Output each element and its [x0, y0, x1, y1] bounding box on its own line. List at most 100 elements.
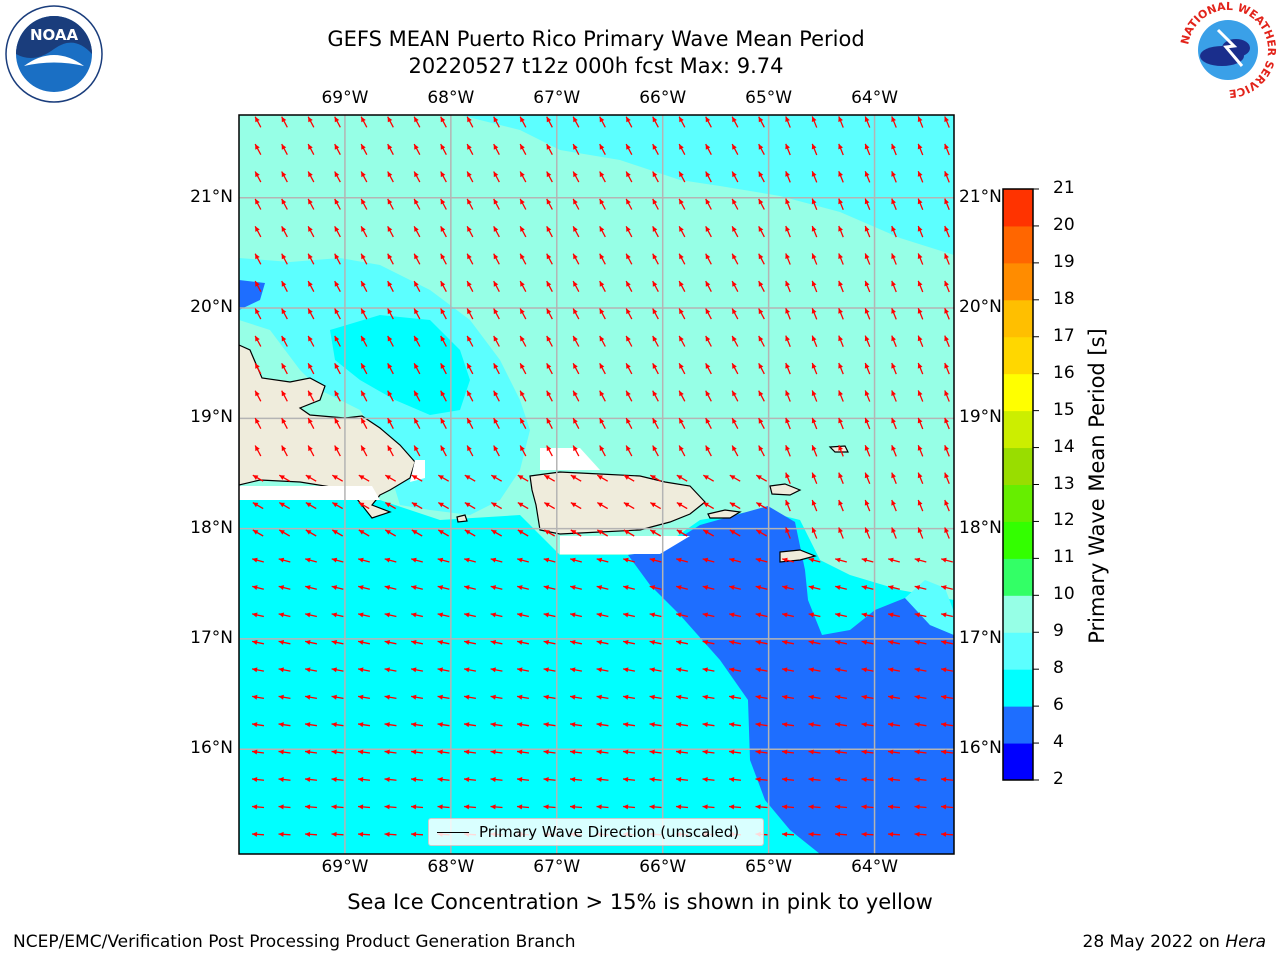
wave-arrow [678, 116, 686, 128]
wave-arrow [623, 474, 635, 482]
wave-arrow [466, 253, 474, 265]
wave-arrow [755, 612, 768, 618]
wave-arrow [387, 198, 394, 210]
wave-arrow [387, 253, 394, 265]
wave-arrow [864, 472, 871, 485]
wave-arrow [676, 502, 688, 510]
wave-arrow [811, 444, 818, 457]
wave-arrow [252, 474, 264, 482]
wave-arrow [944, 390, 950, 402]
wave-arrow [887, 749, 901, 755]
wave-arrow [572, 308, 580, 320]
colorbar-tick-label: 14 [1053, 436, 1075, 457]
wave-arrow [625, 225, 633, 238]
wave-arrow [758, 362, 765, 375]
wave-arrow [625, 253, 633, 265]
wave-arrow [891, 417, 897, 430]
wave-arrow [758, 198, 765, 210]
wave-arrow [278, 502, 291, 510]
wave-arrow [678, 198, 686, 210]
wave-arrow [357, 804, 371, 810]
wave-arrow [463, 639, 477, 645]
tick-label: 16°N [959, 738, 1002, 759]
wave-arrow [652, 225, 659, 238]
wave-arrow [413, 198, 421, 210]
wave-arrow [864, 170, 871, 183]
wave-arrow [543, 529, 556, 537]
wave-arrow [838, 198, 844, 211]
wave-arrow [519, 445, 527, 457]
wave-arrow [519, 253, 527, 265]
wave-arrow [649, 804, 662, 810]
wave-arrow [384, 804, 397, 810]
wave-arrow [731, 417, 739, 430]
wave-arrow [941, 557, 953, 563]
wave-arrow [490, 749, 503, 755]
wave-arrow [891, 472, 897, 485]
wave-arrow [440, 390, 447, 402]
wave-arrow [622, 722, 636, 728]
wave-arrow [493, 225, 500, 238]
wave-arrow [729, 474, 741, 482]
wave-arrow [305, 474, 317, 482]
wave-arrow [835, 612, 847, 618]
wave-arrow [599, 445, 606, 457]
wave-arrow [413, 280, 421, 293]
wave-arrow [384, 474, 397, 482]
wave-arrow [334, 116, 341, 128]
wave-arrow [622, 749, 636, 755]
wave-arrow [599, 417, 606, 430]
colorbar-tick-label: 17 [1053, 325, 1075, 346]
wave-arrow [652, 362, 659, 375]
wave-arrow [731, 335, 739, 347]
wave-arrow [334, 362, 341, 375]
wave-arrow [652, 198, 659, 210]
wave-arrow [887, 667, 901, 673]
wave-arrow [596, 529, 609, 537]
wave-arrow [516, 749, 530, 755]
wave-arrow [466, 390, 474, 402]
wave-arrow [785, 499, 791, 512]
colorbar-swatch [1003, 336, 1033, 375]
wave-arrow [519, 362, 527, 375]
tick-label: 64°W [851, 857, 899, 877]
wave-arrow [917, 253, 924, 265]
wave-arrow [758, 116, 765, 128]
wave-arrow [437, 749, 450, 755]
wave-arrow [358, 502, 370, 510]
wave-arrow [755, 694, 768, 700]
wave-arrow [838, 225, 844, 238]
graticule [239, 115, 954, 854]
wave-arrow [281, 253, 288, 265]
wave-arrow [254, 335, 262, 347]
wave-arrow [572, 417, 580, 430]
wave-arrow [305, 585, 317, 590]
wave-arrow [334, 445, 341, 457]
wave-arrow [782, 612, 794, 618]
wave-arrow [570, 557, 582, 563]
wave-arrow [519, 198, 527, 210]
wave-arrow [546, 390, 553, 402]
wave-arrow [944, 362, 950, 375]
wave-arrow [914, 777, 927, 782]
wave-arrow [705, 390, 712, 402]
wave-arrow [360, 417, 368, 430]
wave-arrow [755, 804, 768, 810]
wave-arrow [891, 362, 897, 375]
wave-arrow [838, 362, 844, 375]
wave-arrow [785, 225, 791, 238]
wave-arrow [755, 722, 768, 728]
wave-arrow [493, 445, 500, 457]
wave-arrow [466, 335, 474, 347]
wave-arrow [675, 804, 689, 810]
wave-arrow [834, 777, 848, 782]
wave-arrow [702, 667, 715, 673]
wave-arrow [838, 280, 844, 293]
wave-arrow [781, 831, 795, 837]
wave-arrow [281, 116, 288, 128]
wave-arrow [357, 694, 371, 700]
wave-arrow [702, 612, 715, 618]
wave-arrow [755, 585, 768, 590]
tick-label: 19°N [190, 407, 233, 428]
wave-arrow [781, 694, 795, 700]
